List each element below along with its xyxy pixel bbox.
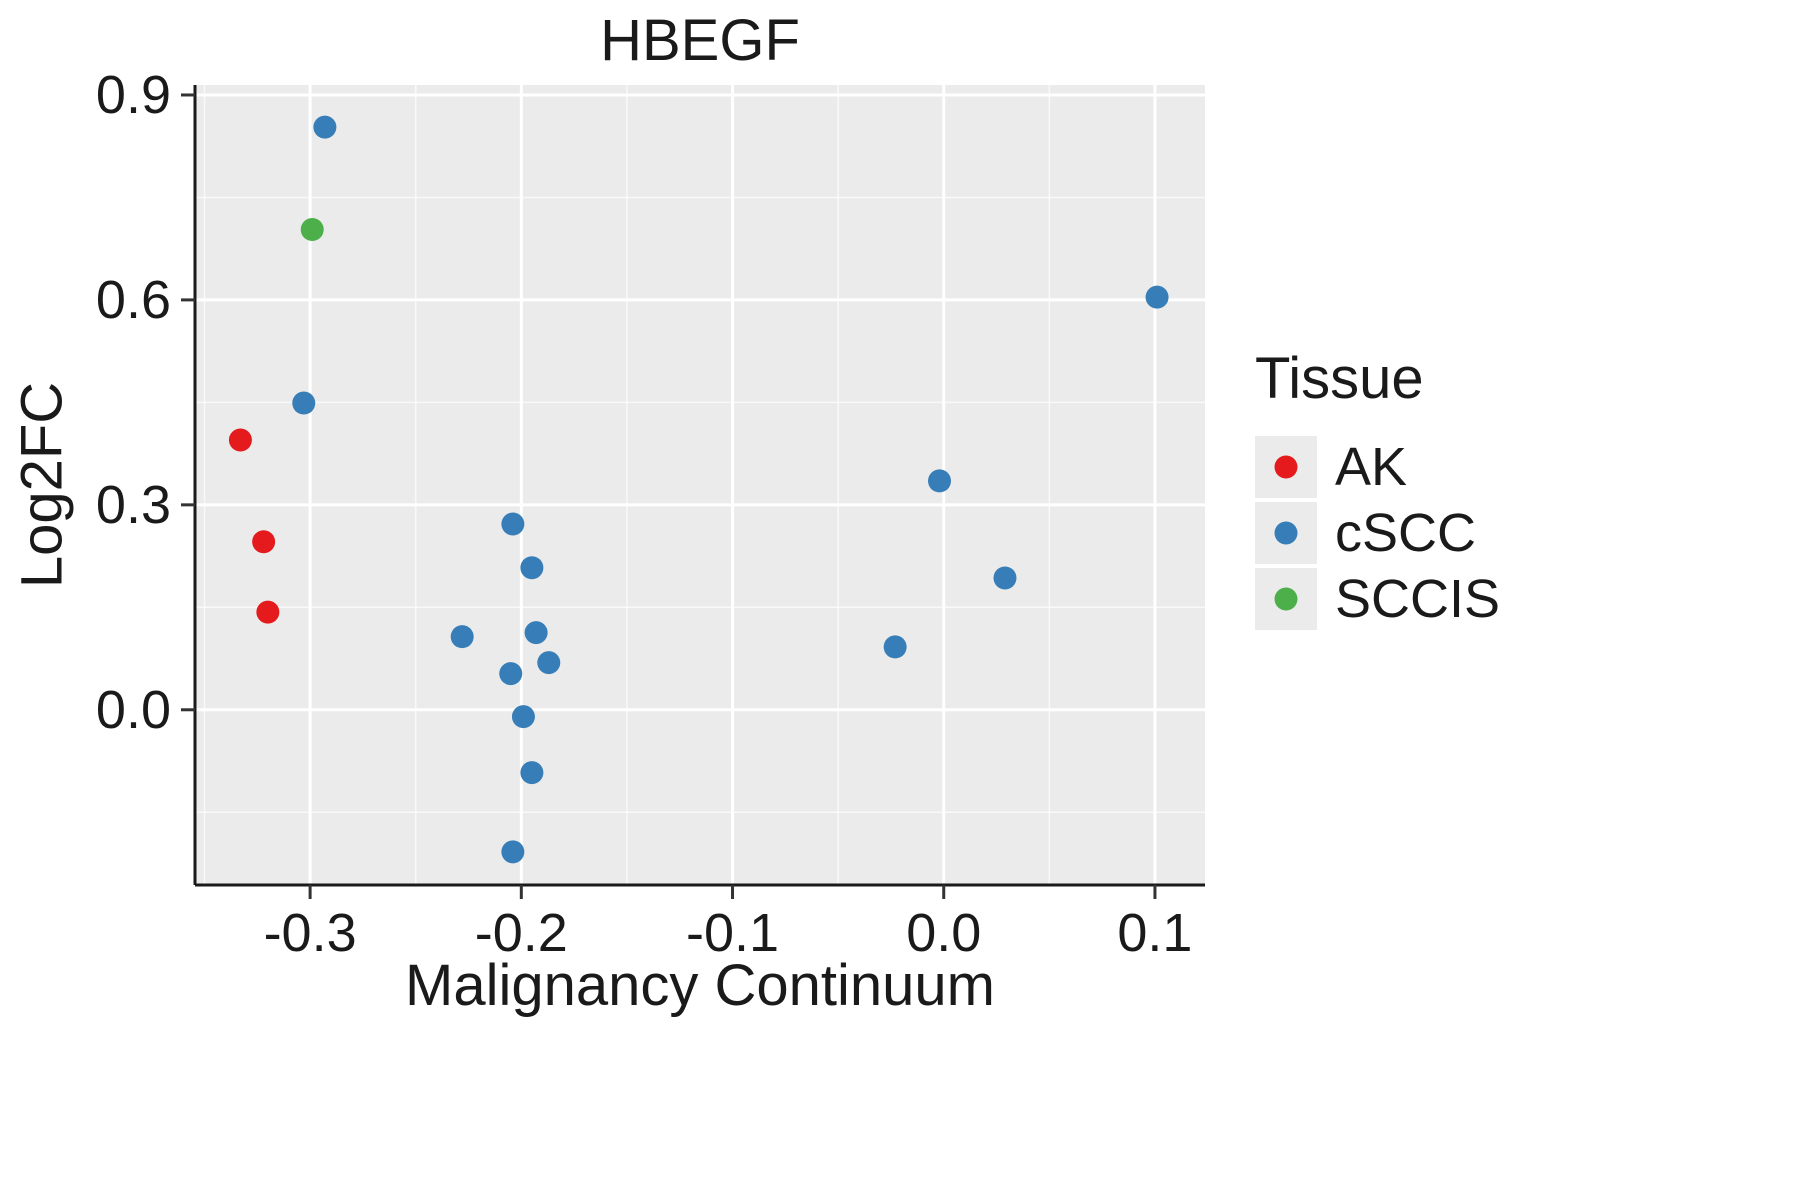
y-tick-label: 0.6 [95,269,171,330]
data-point-cscc [524,621,548,645]
data-point-cscc [537,651,561,675]
legend-item-ak: AK [1255,436,1500,498]
y-tick-label: 0.3 [95,474,171,535]
x-tick-label: 0.0 [906,903,982,963]
data-point-ak [252,530,276,554]
y-axis-label: Log2FC [9,381,75,589]
legend: Tissue AK cSCC SCCIS [1255,345,1500,634]
data-point-cscc [928,469,952,493]
plot-panel-background [195,85,1205,885]
legend-title: Tissue [1255,346,1424,411]
legend-label: cSCC [1335,503,1477,563]
legend-items: AK cSCC SCCIS [1255,436,1500,630]
data-point-sccis [300,218,324,242]
y-tick-label: 0.0 [95,679,171,740]
data-point-cscc [520,761,544,785]
legend-label: AK [1335,437,1408,497]
data-point-cscc [511,705,535,729]
legend-item-cscc: cSCC [1255,502,1500,564]
data-point-cscc [292,391,316,415]
x-tick-label: -0.1 [685,903,780,963]
legend-item-sccis: SCCIS [1255,568,1500,630]
legend-key [1255,436,1317,498]
x-tick-label: -0.2 [474,903,568,963]
data-point-ak [228,428,252,452]
data-point-cscc [1145,285,1169,309]
data-point-cscc [501,840,525,864]
legend-key [1255,502,1317,564]
x-tick-label: -0.3 [263,903,357,963]
data-point-cscc [993,566,1017,590]
data-point-ak [256,600,280,624]
legend-label: SCCIS [1335,569,1501,629]
legend-key [1255,568,1317,630]
data-point-cscc [501,512,525,536]
data-point-cscc [520,556,544,580]
legend-dot-icon [1274,587,1298,611]
data-point-cscc [313,115,337,139]
x-axis-label: Malignancy Continuum [405,953,995,1018]
data-point-cscc [450,625,474,649]
chart-title: HBEGF [600,8,800,73]
legend-dot-icon [1274,455,1298,479]
legend-dot-icon [1274,521,1298,545]
data-point-cscc [499,662,523,686]
x-tick-label: 0.1 [1117,903,1193,963]
data-point-cscc [883,635,907,659]
y-tick-label: 0.9 [95,64,171,125]
